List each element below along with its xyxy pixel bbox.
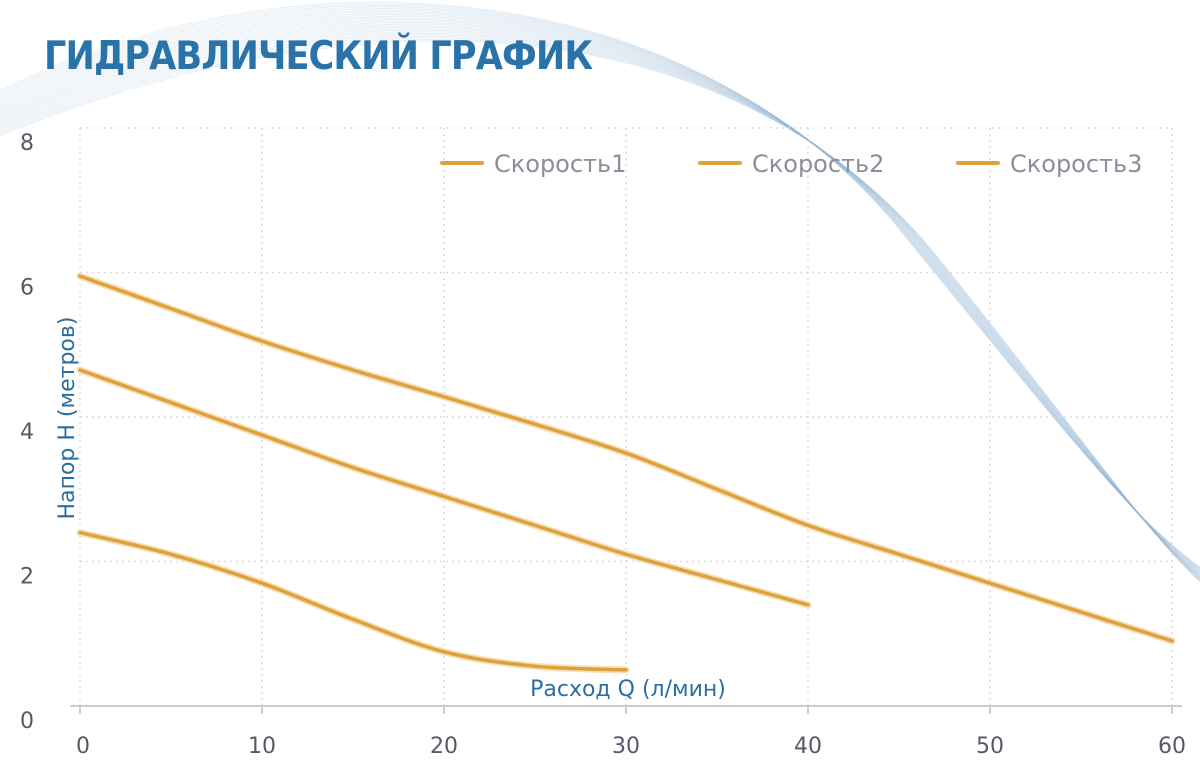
background-wave: [0, 31, 1200, 580]
background-wave: [0, 29, 1200, 579]
chart-title: ГИДРАВЛИЧЕСКИЙ ГРАФИК: [44, 34, 593, 79]
background-wave: [0, 23, 1200, 577]
background-wave: [0, 35, 1200, 581]
x-tick-label: 30: [612, 734, 640, 759]
series-line-1: [78, 274, 1174, 643]
y-tick-label: 0: [20, 709, 34, 734]
legend-label: Скорость1: [494, 150, 626, 178]
background-wave: [0, 32, 1200, 580]
background-wave: [0, 17, 1200, 574]
background-wave: [0, 40, 1200, 583]
background-wave: [0, 20, 1200, 576]
background-wave: [0, 11, 1200, 572]
background-wave: [0, 22, 1200, 576]
x-tick-label: 20: [430, 734, 458, 759]
legend-label: Скорость2: [752, 150, 884, 178]
y-tick-label: 4: [20, 420, 34, 445]
background-wave: [0, 6, 1200, 570]
x-axis-label: Расход Q (л/мин): [530, 677, 726, 702]
series-line-3: [78, 530, 628, 672]
background-wave: [0, 5, 1200, 569]
x-tick-label: 40: [794, 734, 822, 759]
y-axis-label: Напор Н (метров): [55, 317, 80, 520]
series-line-2: [78, 368, 810, 607]
x-tick-label: 0: [76, 734, 90, 759]
background-wave: [0, 18, 1200, 575]
background-wave: [0, 34, 1200, 581]
background-wave: [0, 3, 1200, 569]
y-tick-label: 8: [20, 131, 34, 156]
x-tick-label: 50: [976, 734, 1004, 759]
background-wave: [0, 1, 1200, 568]
background-wave: [0, 26, 1200, 578]
background-wave: [0, 12, 1200, 573]
background-wave: [0, 28, 1200, 579]
background-wave: [0, 37, 1200, 582]
background-wave: [0, 14, 1200, 573]
x-tick-label: 10: [248, 734, 276, 759]
y-tick-label: 6: [20, 276, 34, 301]
legend-label: Скорость3: [1010, 150, 1142, 178]
x-tick-label: 60: [1158, 734, 1186, 759]
background-wave: [0, 25, 1200, 577]
background-wave: [0, 15, 1200, 574]
background-wave: [0, 8, 1200, 571]
y-tick-label: 2: [20, 565, 34, 590]
background-wave: [0, 39, 1200, 582]
background-wave: [0, 9, 1200, 571]
